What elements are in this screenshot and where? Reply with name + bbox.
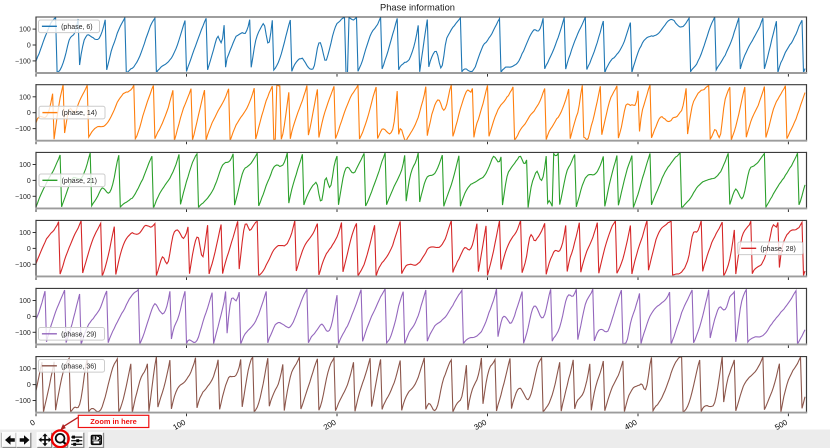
svg-text:(phase, 36): (phase, 36)	[61, 363, 96, 370]
svg-text:100: 100	[19, 366, 31, 373]
svg-text:0: 0	[27, 314, 31, 321]
svg-text:(phase, 29): (phase, 29)	[61, 331, 96, 338]
svg-text:100: 100	[19, 27, 31, 34]
svg-text:−100: −100	[15, 330, 31, 337]
svg-text:100: 100	[19, 230, 31, 237]
svg-text:0: 0	[27, 110, 31, 117]
svg-text:−100: −100	[15, 262, 31, 269]
svg-text:−100: −100	[15, 126, 31, 133]
svg-text:100: 100	[19, 94, 31, 101]
svg-text:0: 0	[27, 178, 31, 185]
svg-text:100: 100	[19, 298, 31, 305]
svg-text:0: 0	[27, 382, 31, 389]
svg-text:(phase, 14): (phase, 14)	[62, 110, 97, 117]
svg-text:(phase, 6): (phase, 6)	[61, 24, 93, 31]
svg-text:−100: −100	[15, 58, 31, 65]
svg-text:Zoom in here: Zoom in here	[90, 417, 136, 426]
svg-text:−100: −100	[15, 398, 31, 405]
svg-text:0: 0	[28, 417, 37, 427]
svg-text:0: 0	[27, 246, 31, 253]
svg-text:0: 0	[27, 43, 31, 50]
svg-text:−100: −100	[15, 194, 31, 201]
svg-text:Phase information: Phase information	[380, 3, 455, 13]
svg-text:(phase, 28): (phase, 28)	[760, 246, 795, 253]
svg-text:(phase, 21): (phase, 21)	[62, 178, 97, 185]
svg-text:100: 100	[19, 162, 31, 169]
